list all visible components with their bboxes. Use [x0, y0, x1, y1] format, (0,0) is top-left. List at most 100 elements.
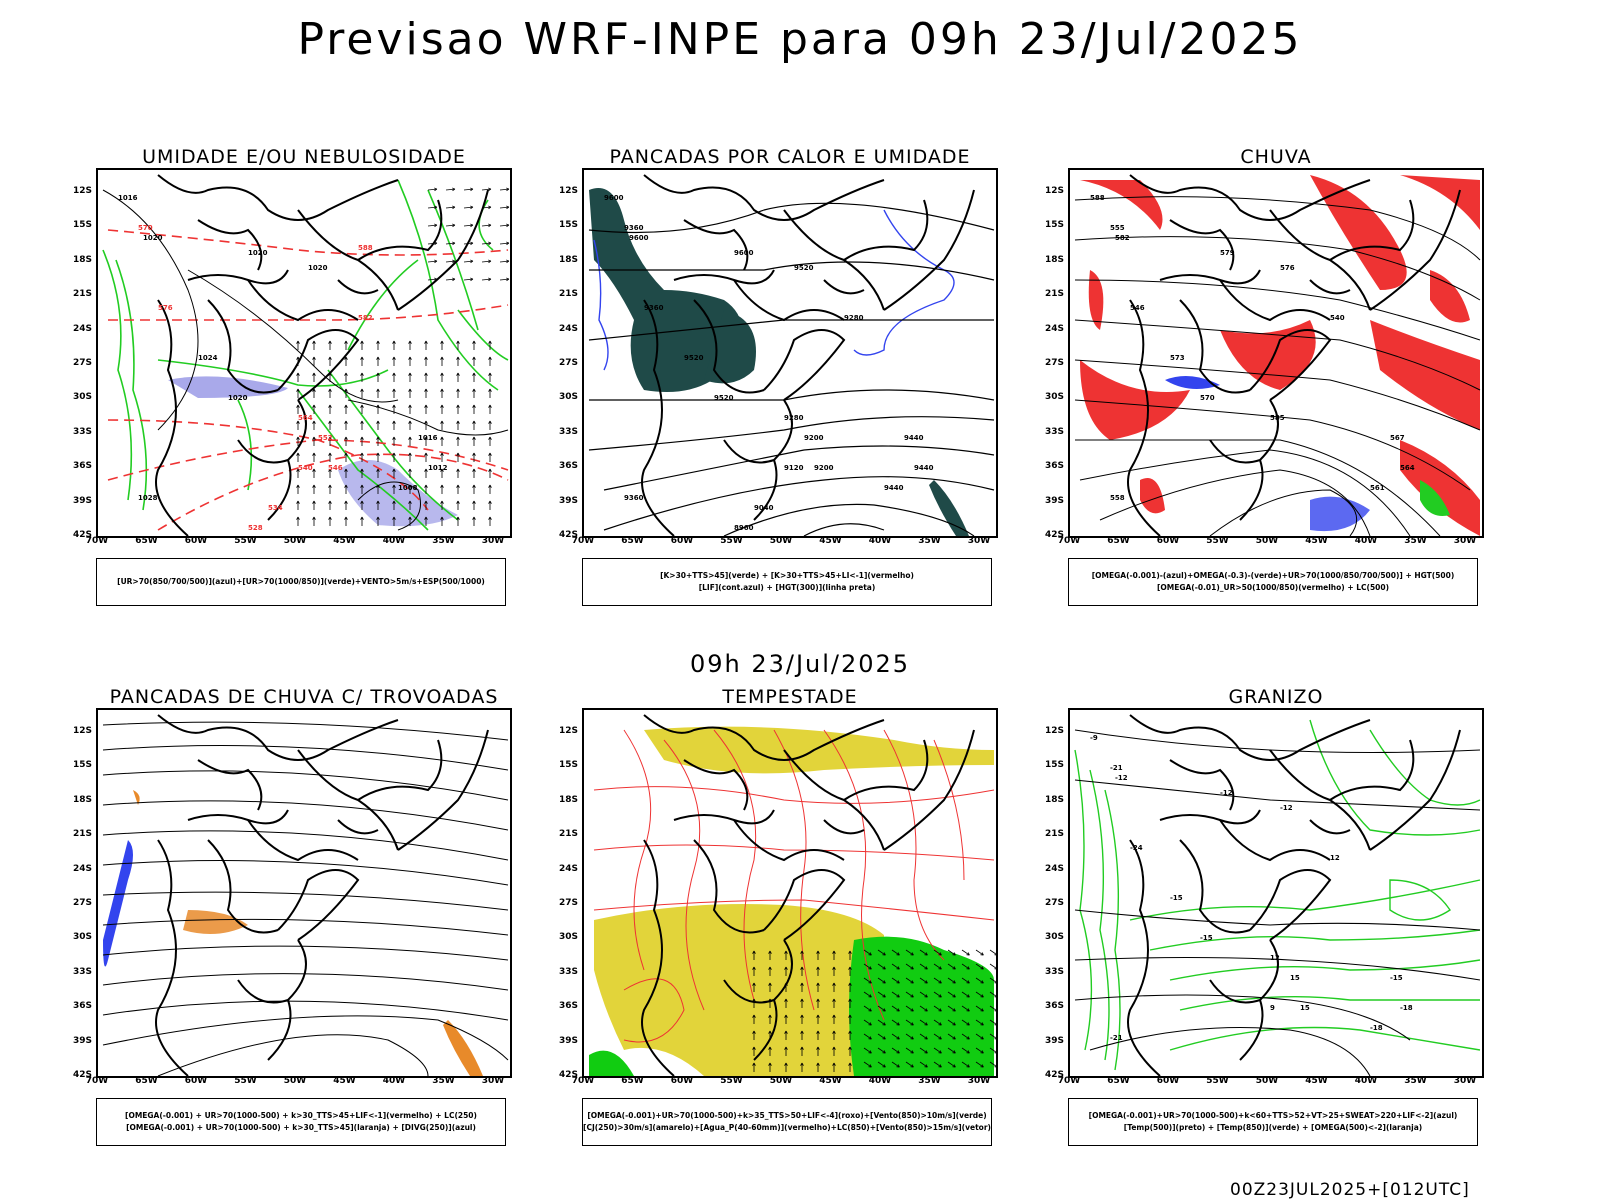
wind-arrowhead	[424, 468, 428, 472]
wind-arrowhead	[832, 1014, 836, 1018]
wind-arrow	[961, 1019, 970, 1026]
contour-label: 540	[298, 464, 313, 472]
wind-arrowhead	[816, 950, 820, 954]
wind-arrowhead	[980, 966, 984, 970]
wind-arrow	[499, 260, 509, 263]
lon-tick-label: 70W	[85, 1076, 109, 1086]
panel-legend: [OMEGA(-0.001)-(azul)+OMEGA(-0.3)-(verde…	[1068, 558, 1478, 606]
wind-arrow	[947, 963, 956, 970]
border-line	[883, 189, 975, 311]
contour-label: 9200	[814, 464, 834, 472]
wind-arrow	[947, 1047, 956, 1054]
legend-line-2: [LIF](cont.azul) + [HGT(300)](linha pret…	[698, 583, 876, 592]
contour-label: -12	[1280, 804, 1293, 812]
border-line	[155, 839, 189, 1076]
wind-arrow	[975, 1047, 984, 1054]
panel-tempestade: TEMPESTADE	[559, 686, 998, 1161]
lat-tick-label: 42S	[1044, 530, 1064, 540]
border-line	[187, 809, 289, 825]
border-line	[783, 209, 885, 311]
wind-arrowhead	[800, 1046, 804, 1050]
lat-tick-label: 36S	[558, 461, 578, 472]
lat-tick-label: 21S	[558, 829, 578, 840]
wind-arrowhead	[296, 388, 300, 392]
contour-label: 1012	[428, 464, 448, 472]
wind-arrowhead	[344, 436, 348, 440]
wind-arrowhead	[506, 205, 510, 210]
border-line	[357, 739, 443, 801]
wind-arrowhead	[392, 484, 396, 488]
convection-shading	[103, 790, 483, 1076]
wind-arrow	[975, 1061, 984, 1068]
wind-arrowhead	[344, 468, 348, 472]
rain-shading	[1080, 175, 1480, 536]
wind-arrowhead	[768, 1046, 772, 1050]
legend-line-1: [K>30+TTS>45](verde) + [K>30+TTS>45+LI<-…	[660, 571, 914, 580]
lat-tick-label: 36S	[1044, 1001, 1064, 1012]
border-line	[277, 329, 360, 401]
wind-arrowhead	[868, 1022, 872, 1026]
lat-tick-label: 33S	[558, 966, 578, 977]
wind-arrowhead	[360, 404, 364, 408]
wind-arrow	[975, 949, 984, 956]
wind-arrowhead	[882, 952, 886, 956]
wind-arrowhead	[832, 982, 836, 986]
wind-arrow	[427, 260, 437, 263]
lat-tick-label: 42S	[558, 1070, 578, 1080]
wind-arrowhead	[328, 500, 332, 504]
legend-line-1: [OMEGA(-0.001) + UR>70(1000-500) + k>30_…	[125, 1111, 477, 1120]
border-line	[1127, 299, 1161, 536]
contour-label: 9360	[644, 304, 664, 312]
border-line	[1159, 809, 1261, 825]
wind-arrowhead	[868, 980, 872, 984]
lon-tick-label: 65W	[621, 1076, 644, 1086]
wind-arrowhead	[952, 994, 956, 998]
wind-arrowhead	[910, 1050, 914, 1054]
contour-label: 582	[1115, 234, 1130, 242]
lif-blue-contours	[593, 209, 955, 371]
wind-arrow	[933, 1047, 942, 1054]
wind-arrow	[427, 206, 437, 209]
wind-arrow	[919, 949, 928, 956]
wind-arrowhead	[328, 420, 332, 424]
wind-arrowhead	[868, 1036, 872, 1040]
wind-arrowhead	[472, 436, 476, 440]
wind-arrowhead	[784, 1046, 788, 1050]
wind-arrow	[877, 1061, 886, 1068]
wind-arrowhead	[882, 980, 886, 984]
wind-arrowhead	[472, 484, 476, 488]
wind-arrowhead	[408, 484, 412, 488]
border-line	[197, 219, 263, 271]
wind-arrowhead	[768, 1014, 772, 1018]
lat-tick-label: 18S	[558, 794, 578, 805]
wind-arrowhead	[868, 952, 872, 956]
wind-arrowhead	[506, 259, 510, 264]
wind-arrow	[863, 1019, 872, 1026]
wind-arrowhead	[816, 982, 820, 986]
wind-arrowhead	[896, 952, 900, 956]
contour-label: 588	[1090, 194, 1105, 202]
wind-arrowhead	[312, 436, 316, 440]
contour-label: 561	[1370, 484, 1385, 492]
contour-labels: -9 -12 -12 -12 -15 -15 -15 -18 -18 -21 -21 -24 12 12 1…	[1090, 734, 1413, 1042]
lon-tick-label: 30W	[1453, 1076, 1477, 1086]
wind-arrowhead	[868, 1008, 872, 1012]
panel-umidade: UMIDADE E/OU NEBULOSIDADE	[73, 146, 512, 621]
lon-tick-label: 40W	[1354, 536, 1378, 546]
wind-arrowhead	[980, 1036, 984, 1040]
wind-arrowhead	[434, 205, 438, 210]
wind-arrowhead	[488, 484, 492, 488]
border-line	[1369, 189, 1461, 311]
wind-arrowhead	[456, 436, 460, 440]
wind-arrowhead	[452, 187, 456, 192]
lat-tick-label: 12S	[558, 726, 578, 736]
legend-line-2: [OMEGA(-0.001) + UR>70(1000-500) + k>30_…	[126, 1123, 476, 1132]
wind-arrowhead	[868, 966, 872, 970]
border-line	[155, 299, 189, 536]
wind-arrowhead	[360, 452, 364, 456]
panel-title: PANCADAS POR CALOR E UMIDADE	[609, 146, 971, 168]
wind-arrowhead	[452, 205, 456, 210]
map-canvas: -9 -12 -12 -12 -15 -15 -15 -18 -18 -21 -21 -24 12 12 1…	[1074, 714, 1481, 1076]
wind-arrow	[877, 977, 886, 984]
wind-arrowhead	[784, 998, 788, 1002]
